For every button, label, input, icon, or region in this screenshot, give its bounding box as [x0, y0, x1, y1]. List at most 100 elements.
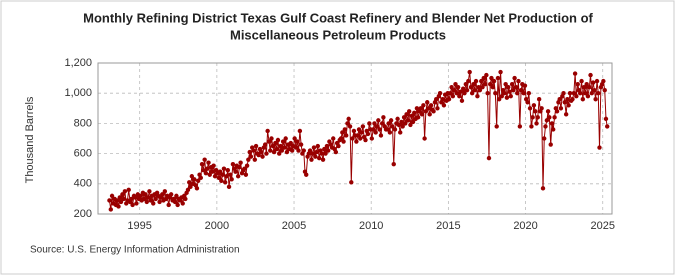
data-point: [414, 106, 420, 111]
data-point: [419, 112, 425, 117]
plot-frame: [97, 62, 613, 215]
data-point: [194, 186, 200, 191]
data-point: [467, 69, 472, 75]
data-point: [206, 160, 211, 165]
data-point: [516, 78, 521, 84]
data-point: [480, 84, 485, 90]
data-point: [338, 136, 344, 141]
x-tick-label: 2020: [513, 220, 537, 232]
data-point: [588, 72, 593, 78]
data-point: [129, 196, 134, 202]
data-point: [322, 146, 327, 152]
data-point: [583, 91, 588, 96]
data-point: [423, 109, 429, 114]
data-point: [203, 171, 209, 176]
data-point: [224, 174, 229, 179]
data-point: [225, 168, 231, 173]
data-point: [486, 155, 492, 161]
data-point: [410, 119, 416, 125]
data-point: [425, 100, 430, 105]
data-point: [363, 137, 368, 143]
data-point: [324, 143, 330, 149]
data-point: [349, 180, 354, 185]
data-point: [355, 133, 360, 138]
data-point: [185, 187, 191, 193]
data-point: [421, 103, 426, 108]
data-point: [130, 202, 135, 208]
data-point: [392, 127, 398, 132]
data-point: [513, 84, 519, 90]
data-point: [220, 172, 225, 177]
data-point: [319, 151, 324, 156]
data-point: [418, 106, 423, 111]
data-point: [493, 91, 498, 96]
data-point: [341, 139, 346, 144]
data-point: [251, 148, 256, 153]
data-point: [403, 121, 408, 126]
data-point: [484, 72, 489, 78]
data-point: [566, 103, 571, 108]
data-point: [351, 128, 357, 134]
data-point: [578, 91, 583, 96]
data-point: [248, 154, 254, 159]
data-point: [153, 196, 158, 202]
y-axis-label: Thousand Barrels: [24, 96, 36, 183]
data-point: [552, 115, 557, 120]
data-point: [275, 137, 281, 143]
data-point: [265, 128, 270, 134]
data-point: [471, 81, 476, 87]
data-point: [531, 103, 537, 108]
data-point: [360, 124, 366, 129]
data-point: [244, 163, 250, 168]
data-point: [499, 94, 504, 99]
data-point: [314, 149, 319, 155]
data-point: [398, 130, 403, 135]
data-point: [371, 127, 376, 132]
data-point: [603, 116, 609, 122]
data-point: [151, 201, 156, 206]
data-point: [376, 118, 381, 123]
data-point: [217, 169, 223, 174]
data-point: [472, 87, 477, 93]
data-point: [605, 124, 610, 129]
data-point: [174, 193, 179, 199]
data-point: [540, 186, 546, 191]
data-point: [545, 109, 551, 114]
data-point: [388, 118, 394, 123]
y-tick-label: 600: [74, 148, 92, 160]
data-point: [435, 106, 440, 111]
data-point: [441, 103, 447, 108]
data-point: [229, 177, 234, 182]
data-point: [504, 95, 510, 100]
data-point: [507, 89, 512, 94]
data-point: [572, 71, 578, 76]
data-point: [188, 184, 193, 190]
data-point: [580, 97, 586, 102]
data-point: [498, 69, 503, 75]
data-point: [260, 154, 265, 159]
data-point: [490, 84, 496, 90]
data-point: [212, 174, 218, 179]
data-point: [264, 151, 269, 156]
data-point: [385, 127, 390, 132]
data-point: [259, 149, 264, 155]
data-point: [195, 178, 201, 183]
data-point: [455, 84, 461, 90]
data-point: [515, 91, 520, 96]
data-point: [517, 124, 523, 129]
data-point: [325, 148, 331, 153]
data-point: [118, 199, 124, 205]
y-tick-label: 1,200: [64, 57, 92, 69]
data-point: [233, 169, 238, 174]
data-point: [475, 94, 480, 99]
data-point: [157, 199, 162, 205]
data-point: [345, 121, 350, 126]
data-point: [359, 130, 364, 135]
data-point: [592, 87, 597, 93]
data-point: [526, 91, 532, 96]
data-point: [278, 143, 283, 149]
data-point: [544, 118, 550, 123]
data-point: [529, 124, 534, 129]
data-point: [304, 172, 309, 177]
data-point: [288, 140, 293, 146]
